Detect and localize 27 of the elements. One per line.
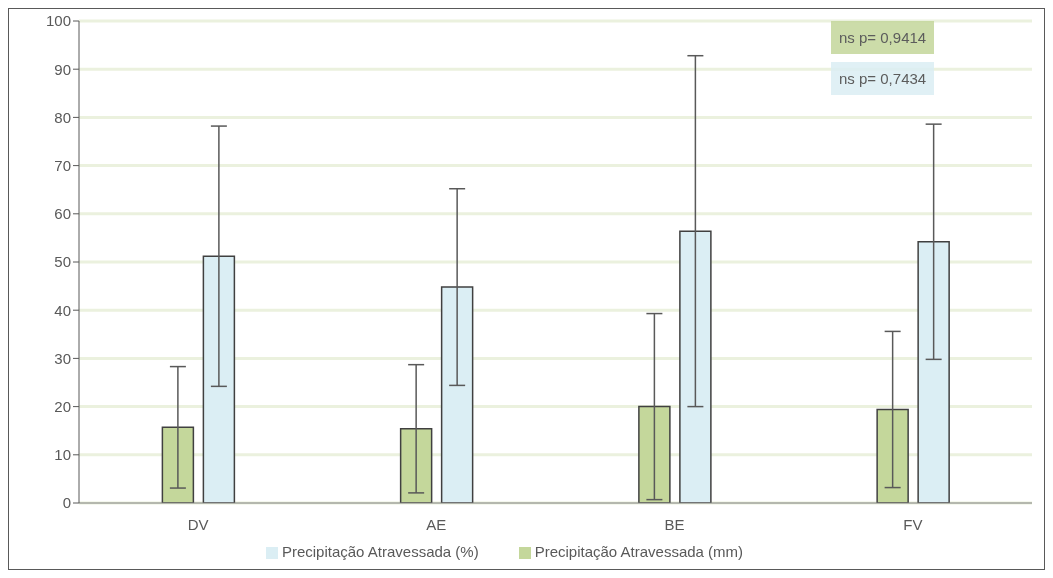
x-tick-label: DV <box>187 515 209 533</box>
y-tick-label: 0 <box>62 494 71 512</box>
x-tick-label: BE <box>664 515 685 533</box>
bar <box>440 286 474 503</box>
bar <box>161 426 195 503</box>
y-tick-label: 60 <box>54 205 71 223</box>
x-tick-label: FV <box>903 515 923 533</box>
bar <box>638 405 671 503</box>
legend-label: Precipitação Atravessada (mm) <box>534 543 744 560</box>
y-tick-label: 40 <box>54 301 71 319</box>
y-tick-label: 70 <box>54 156 71 174</box>
x-tick-label: AE <box>426 515 447 533</box>
bar <box>876 408 909 503</box>
bar <box>917 241 950 503</box>
y-tick-label: 10 <box>54 446 71 464</box>
y-tick-label: 50 <box>54 253 71 271</box>
bar <box>202 255 236 503</box>
annotation: ns p= 0,9414 <box>831 21 935 54</box>
bar <box>399 428 433 503</box>
y-tick-label: 20 <box>54 397 71 415</box>
legend-label: Precipitação Atravessada (%) <box>281 543 479 560</box>
y-tick-label: 80 <box>54 108 71 126</box>
annotation: ns p= 0,7434 <box>831 62 935 95</box>
y-tick-label: 90 <box>54 60 71 78</box>
bar <box>679 230 712 503</box>
y-tick-label: 30 <box>54 349 71 367</box>
y-tick-label: 100 <box>45 12 71 30</box>
